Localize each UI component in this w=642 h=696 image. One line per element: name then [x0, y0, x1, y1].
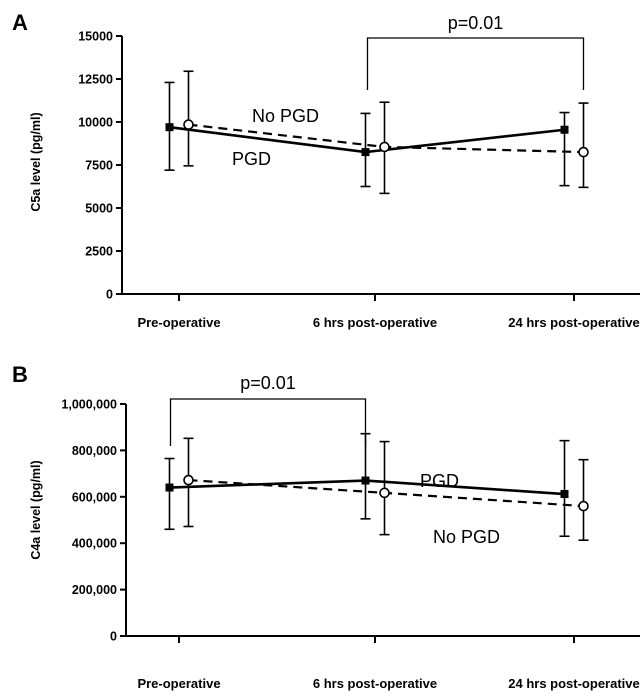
panel-a-pgd-label: PGD [232, 149, 271, 169]
panel-b-pgd-label: PGD [420, 471, 459, 491]
panel-a-no-pgd-marker [379, 141, 390, 153]
panel-a-x-tick-label: 6 hrs post-operative [313, 315, 437, 330]
panel-b-y-axis-title: C4a level (pg/ml) [29, 460, 43, 559]
panel-a-no-pgd-marker [183, 119, 194, 130]
panel-b-y-tick-label: 1,000,000 [61, 398, 117, 412]
panel-a-significance-label: p=0.01 [448, 13, 504, 33]
panel-b-no-pgd-marker [379, 487, 390, 499]
panel-a-pgd-marker [165, 123, 174, 132]
panel-a-x-tick-label: Pre-operative [137, 315, 220, 330]
panel-b-pgd-marker [361, 476, 370, 485]
panel-a-y-tick-label: 5000 [85, 202, 113, 216]
panel-b-y-tick-label: 600,000 [72, 490, 117, 504]
panel-a-y-tick-label: 10000 [78, 116, 113, 130]
panel-b-pgd-marker [560, 490, 569, 499]
panel-b-x-tick-label: Pre-operative [137, 676, 220, 691]
panel-a-y-tick-label: 2500 [85, 245, 113, 259]
panel-b-significance-bracket [169, 398, 367, 446]
panel-b-y-tick-label: 0 [110, 630, 117, 644]
panel-a-no-pgd-label: No PGD [252, 106, 319, 126]
panel-b-no-pgd-label: No PGD [433, 527, 500, 547]
panel-a-y-tick-label: 12500 [78, 73, 113, 87]
panel-b-y-tick-label: 200,000 [72, 583, 117, 597]
panel-a: A C5a level (pg/ml) 0 2500 5000 7500 10000 12… [12, 10, 640, 330]
panel-a-pgd-marker [560, 125, 569, 134]
panel-a-pgd-marker [361, 148, 370, 157]
panel-a-letter: A [12, 10, 28, 35]
panel-a-y-axis-title: C5a level (pg/ml) [29, 112, 43, 211]
panel-b-no-pgd-marker [183, 474, 194, 486]
panel-a-y-tick-label: 7500 [85, 159, 113, 173]
panel-b-pgd-marker [165, 483, 174, 492]
panel-a-no-pgd-marker [578, 146, 589, 158]
panel-a-y-tick-label: 0 [106, 288, 113, 302]
panel-b-letter: B [12, 362, 28, 387]
panel-b-no-pgd-marker [578, 500, 589, 512]
panel-b-x-tick-label: 24 hrs post-operative [508, 676, 640, 691]
panel-b-y-tick-label: 800,000 [72, 444, 117, 458]
panel-b-x-tick-label: 6 hrs post-operative [313, 676, 437, 691]
panel-b-y-tick-label: 400,000 [72, 537, 117, 551]
panel-a-y-tick-label: 15000 [78, 30, 113, 44]
panel-a-x-tick-label: 24 hrs post-operative [508, 315, 640, 330]
panel-b: B C4a level (pg/ml) 0 200,000 400,000 600,0… [12, 362, 640, 691]
panel-b-significance-label: p=0.01 [240, 373, 296, 393]
panel-a-significance-bracket [366, 37, 585, 90]
